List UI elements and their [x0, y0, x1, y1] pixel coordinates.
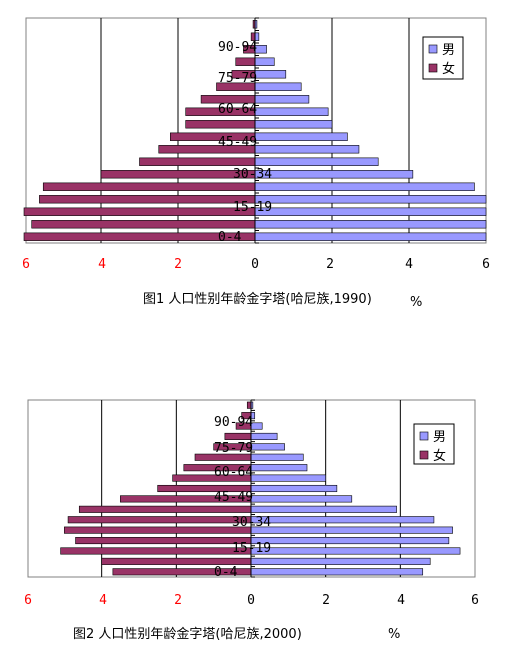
male-bar — [254, 157, 379, 166]
legend-label-male: 男 — [442, 43, 455, 58]
age-label: 0-4 — [214, 565, 238, 580]
legend-label-female: 女 — [433, 448, 446, 464]
x-tick-label-right: 6 — [482, 257, 490, 272]
chart-title: 图1 人口性别年龄金字塔(哈尼族,1990) — [143, 291, 372, 307]
age-label: 15-19 — [233, 200, 272, 215]
male-bar — [254, 182, 475, 191]
male-bar — [250, 537, 450, 545]
x-tick-label-left: 2 — [174, 257, 182, 272]
age-label: 30-34 — [233, 167, 272, 182]
female-bar — [64, 526, 252, 534]
female-bar — [224, 432, 252, 440]
age-label: 0-4 — [218, 230, 242, 245]
male-bar — [254, 145, 360, 154]
male-bar — [254, 95, 310, 104]
male-bar — [250, 495, 353, 503]
male-bar — [254, 232, 487, 241]
female-bar — [139, 157, 256, 166]
male-bar — [254, 132, 348, 141]
x-tick-label-left: 6 — [24, 593, 32, 608]
female-bar — [246, 401, 252, 409]
male-bar — [254, 195, 487, 204]
unit-label: % — [410, 295, 422, 310]
x-tick-label-left: 2 — [174, 593, 182, 608]
female-bar — [75, 537, 252, 545]
male-bar — [254, 57, 275, 66]
male-bar — [250, 432, 278, 440]
male-bar — [254, 207, 487, 216]
female-bar — [42, 182, 256, 191]
male-bar — [250, 505, 397, 513]
female-bar — [101, 557, 252, 565]
x-tick-label-right: 0 — [247, 593, 255, 608]
legend-label-male: 男 — [433, 430, 446, 445]
male-bar — [254, 70, 287, 79]
female-bar — [100, 170, 256, 179]
age-label: 90-94 — [214, 415, 253, 430]
male-bar — [254, 107, 329, 116]
age-label: 60-64 — [214, 465, 253, 480]
male-bar — [250, 557, 431, 565]
male-bar — [250, 484, 338, 493]
x-tick-label-right: 4 — [405, 257, 413, 272]
age-label: 60-64 — [218, 102, 257, 117]
male-bar — [254, 170, 414, 179]
legend-swatch-female — [419, 450, 429, 460]
male-bar — [250, 443, 285, 451]
male-bar — [250, 547, 461, 555]
pyramid-chart-1: 0-4 15-19 30-34 45-49 60-64 75-79 90-94 6 4 2 0 2 4 6… — [22, 17, 490, 310]
female-bar — [78, 505, 252, 513]
female-bar — [235, 57, 256, 66]
age-label: 45-49 — [218, 135, 257, 150]
male-bar — [250, 526, 453, 534]
x-tick-label-right: 6 — [471, 593, 479, 608]
unit-label: % — [388, 627, 400, 642]
legend-label-female: 女 — [442, 61, 455, 77]
x-tick-label-right: 0 — [251, 257, 259, 272]
female-bar — [185, 120, 256, 129]
x-tick-label-left: 6 — [22, 257, 30, 272]
legend-swatch-female — [428, 63, 438, 73]
age-label: 75-79 — [214, 441, 253, 456]
legend: 男女 — [413, 423, 455, 465]
male-bar — [250, 516, 435, 524]
female-bar — [39, 195, 256, 204]
x-tick-label-right: 2 — [326, 257, 334, 272]
x-tick-label-right: 2 — [322, 593, 330, 608]
pyramid-chart-2: 0-4 15-19 30-34 45-49 60-64 75-79 90-94 6 4 2 0 2 4 6… — [24, 399, 479, 642]
female-bar — [60, 547, 252, 555]
female-bar — [31, 220, 256, 229]
legend-swatch-male — [428, 44, 438, 54]
legend: 男女 — [422, 36, 464, 80]
age-label: 30-34 — [232, 515, 271, 530]
male-bar — [254, 120, 333, 129]
male-bar — [254, 82, 302, 91]
legend-swatch-male — [419, 431, 429, 441]
age-label: 75-79 — [218, 71, 257, 86]
age-label: 90-94 — [218, 40, 257, 55]
male-bar — [250, 464, 308, 472]
age-label: 45-49 — [214, 490, 253, 505]
female-bar — [23, 207, 256, 216]
female-bar — [67, 516, 252, 524]
x-tick-label-left: 4 — [98, 257, 106, 272]
male-bar — [250, 568, 424, 576]
x-tick-label-right: 4 — [397, 593, 405, 608]
male-bar — [250, 474, 326, 482]
chart-title: 图2 人口性别年龄金字塔(哈尼族,2000) — [73, 626, 302, 642]
male-bar — [254, 220, 487, 229]
x-tick-label-left: 4 — [99, 593, 107, 608]
male-bar — [250, 453, 304, 461]
age-label: 15-19 — [232, 541, 271, 556]
